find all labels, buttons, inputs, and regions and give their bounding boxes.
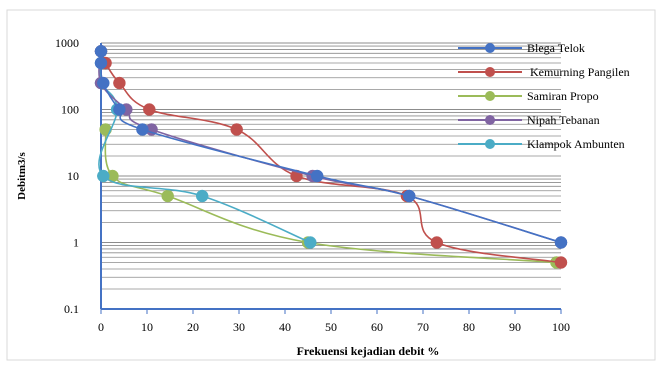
- axes: 0.1 1 10 100 1000 0 10 20 30 40 50 60 70 80 90 100: [55, 36, 570, 334]
- x-tick-label: 40: [279, 320, 291, 334]
- data-point: [94, 45, 108, 58]
- x-tick-label: 20: [187, 320, 199, 334]
- x-tick-label: 60: [371, 320, 383, 334]
- x-tick-label: 50: [325, 320, 337, 334]
- x-tick-label: 70: [417, 320, 429, 334]
- data-point: [113, 103, 126, 116]
- data-point: [430, 236, 444, 249]
- data-point: [97, 76, 110, 90]
- x-tick-label: 100: [552, 320, 570, 334]
- legend-marker: [485, 115, 495, 125]
- legend-label: Kemurning Pangilen: [527, 65, 630, 79]
- data-point: [195, 189, 209, 203]
- data-point: [554, 236, 568, 249]
- data-point: [97, 169, 110, 183]
- legend-entry-kemurning-pangilen: Kemurning Pangilen: [458, 65, 630, 79]
- data-point: [94, 56, 108, 70]
- legend-label: Nipah Tebanan: [527, 113, 600, 127]
- data-point: [99, 123, 112, 136]
- data-point: [554, 256, 568, 269]
- y-tick-label: 0.1: [64, 302, 79, 316]
- data-point: [136, 123, 149, 136]
- x-tick-label: 30: [233, 320, 245, 334]
- data-point: [113, 76, 126, 90]
- legend-entry-nipah-tebanan: Nipah Tebanan: [458, 113, 600, 127]
- x-tick-label: 80: [463, 320, 475, 334]
- x-tick-label: 0: [98, 320, 104, 334]
- series-blega-telok: [94, 45, 568, 249]
- legend-label: Samiran Propo: [527, 89, 599, 103]
- data-point: [143, 103, 156, 116]
- gridlines: [101, 42, 561, 310]
- x-tick-label: 10: [141, 320, 153, 334]
- legend-entry-blega-telok: Blega Telok: [458, 41, 585, 55]
- y-tick-label: 1: [73, 236, 79, 250]
- legend-label: Blega Telok: [527, 41, 585, 55]
- y-tick-label: 100: [61, 103, 79, 117]
- x-axis-title: Frekuensi kejadian debit %: [297, 344, 440, 358]
- chart-area-border: [6, 9, 656, 361]
- y-axis-title: Debitm3/s: [16, 151, 28, 199]
- legend-marker: [485, 91, 495, 101]
- legend-entry-klampok-ambunten: Klampok Ambunten: [458, 137, 625, 151]
- y-tick-label: 10: [67, 169, 79, 183]
- data-point: [161, 189, 174, 203]
- legend-marker: [485, 67, 495, 77]
- series-group: [94, 45, 568, 269]
- x-tick-label: 90: [509, 320, 521, 334]
- data-point: [304, 236, 317, 249]
- data-point: [310, 169, 324, 183]
- data-point: [402, 189, 416, 203]
- legend-entry-samiran-propo: Samiran Propo: [458, 89, 599, 103]
- legend-marker: [485, 139, 495, 149]
- y-tick-label: 1000: [55, 36, 79, 50]
- data-point: [230, 123, 243, 136]
- legend-marker: [485, 43, 495, 53]
- legend: Blega Telok Kemurning Pangilen Samiran Pr…: [458, 41, 630, 151]
- legend-label: Klampok Ambunten: [527, 137, 625, 151]
